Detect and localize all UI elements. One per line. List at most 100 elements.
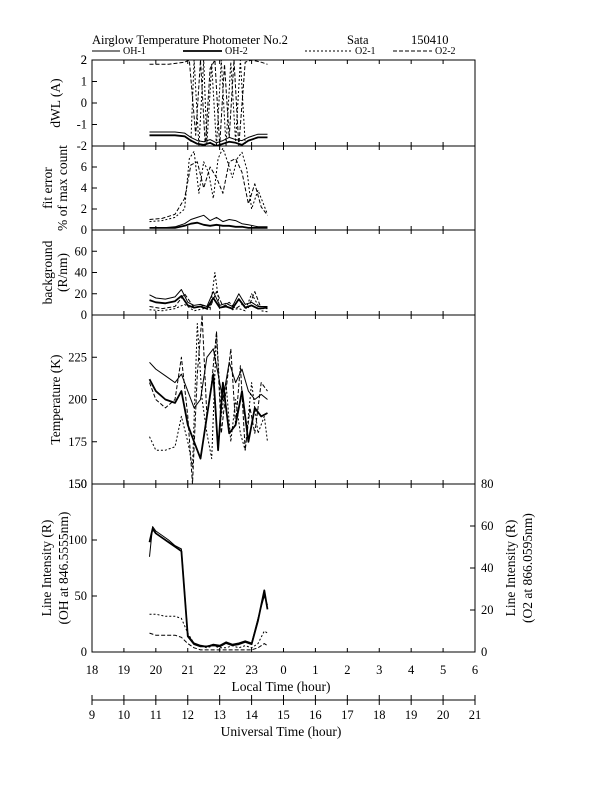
series-line-o21 (190, 60, 246, 146)
ut-tick-label: 10 (118, 708, 131, 722)
legend-label: OH-1 (123, 46, 146, 57)
legend: OH-1 OH-2 O2-1 O2-2 (92, 46, 456, 57)
lt-tick-label: 3 (376, 663, 382, 677)
ut-tick-label: 15 (277, 708, 290, 722)
y-tick-label: 50 (75, 589, 88, 603)
lt-tick-label: 1 (312, 663, 318, 677)
y-tick-label: 1 (81, 75, 87, 89)
ut-tick-label: 19 (405, 708, 418, 722)
y-tick-label: -1 (77, 118, 87, 132)
series-line-oh1 (149, 131, 268, 144)
ut-tick-label: 14 (245, 708, 258, 722)
ut-tick-label: 18 (373, 708, 386, 722)
panel-frame (91, 145, 476, 231)
date-label: 150410 (411, 33, 449, 47)
series-line-o21 (149, 613, 268, 649)
y-tick-label: 2 (81, 53, 87, 67)
y-axis-label: background (40, 240, 55, 304)
y-tick-label: 150 (68, 477, 87, 491)
y-tick-label: 6 (81, 160, 87, 174)
ut-tick-label: 13 (213, 708, 226, 722)
y-right-axis-label-sub: (O2 at 866.0595nm) (520, 513, 535, 623)
y-tick-label: 20 (75, 287, 88, 301)
lt-tick-label: 20 (150, 663, 163, 677)
ut-tick-label: 11 (150, 708, 162, 722)
y-tick-label: -2 (77, 139, 87, 153)
series-line-o22 (149, 632, 268, 651)
lt-tick-label: 22 (213, 663, 226, 677)
chart-title: Airglow Temperature Photometer No.2 (92, 33, 288, 47)
y-tick-label: 60 (75, 244, 88, 258)
y-tick-label: 0 (81, 308, 87, 322)
series-line-o21 (149, 323, 268, 468)
ut-tick-label: 12 (182, 708, 195, 722)
y-tick-label: 100 (68, 533, 87, 547)
series-line-o21 (149, 147, 268, 223)
lt-tick-label: 23 (245, 663, 258, 677)
y-axis-label: dWL (A) (48, 78, 63, 127)
legend-label: O2-1 (355, 46, 376, 57)
lt-tick-label: 4 (408, 663, 415, 677)
panel-frame (91, 59, 476, 147)
ut-tick-label: 16 (309, 708, 322, 722)
universal-time-label: Universal Time (hour) (221, 724, 342, 739)
y-right-tick-label: 20 (481, 603, 494, 617)
ut-tick-label: 17 (341, 708, 354, 722)
panel-frame (91, 229, 476, 316)
series-line-oh2 (149, 134, 268, 146)
lt-tick-label: 2 (344, 663, 350, 677)
lt-tick-label: 21 (182, 663, 195, 677)
legend-item-oh1: OH-1 (92, 46, 146, 57)
panel-background: 0 20 40 60 background (R/nm) (40, 229, 476, 322)
y-tick-label: 150 (68, 477, 87, 491)
legend-label: O2-2 (435, 46, 456, 57)
local-time-axis: 18 19 20 21 22 23 0 1 2 3 4 5 6 (86, 663, 478, 677)
y-tick-label: 4 (81, 181, 88, 195)
y-tick-label: 0 (81, 96, 87, 110)
y-axis-label: Line Intensity (R) (39, 520, 54, 617)
lt-tick-label: 5 (440, 663, 446, 677)
series-line-o22 (149, 60, 268, 146)
series-line-oh2 (149, 221, 268, 229)
lt-tick-label: 18 (86, 663, 99, 677)
series-line-oh2 (148, 373, 268, 460)
universal-time-axis: 9 10 11 12 13 14 15 16 17 18 19 20 21 (89, 695, 481, 722)
y-right-tick-label: 80 (481, 477, 494, 491)
series-line-o22 (149, 291, 268, 310)
series-line-o22 (149, 158, 268, 220)
y-axis-label: Temperature (K) (48, 354, 63, 444)
series-line-oh1 (149, 214, 268, 229)
y-tick-label: 0 (81, 223, 87, 237)
panel-frame (91, 483, 476, 653)
lt-tick-label: 0 (280, 663, 286, 677)
ut-tick-label: 9 (89, 708, 95, 722)
ut-tick-label: 21 (469, 708, 482, 722)
lt-tick-label: 6 (472, 663, 478, 677)
panel-temperature: 150 175 200 225 Temperature (K) (48, 314, 476, 491)
y-right-tick-label: 40 (481, 561, 494, 575)
local-time-label: Local Time (hour) (232, 679, 331, 694)
y-tick-label: 175 (68, 435, 87, 449)
panel-frame (91, 314, 476, 485)
series-line-oh1 (149, 348, 268, 409)
panel-fit-error: 0 2 4 6 fit error% of max count (40, 145, 476, 237)
y-tick-label: 40 (75, 266, 88, 280)
header: Airglow Temperature Photometer No.2 Sata… (92, 33, 449, 47)
series-line-oh2 (148, 527, 269, 648)
y-axis-label-sub: % of max count (55, 145, 70, 231)
ut-tick-label: 20 (437, 708, 450, 722)
y-right-tick-label: 0 (481, 645, 487, 659)
y-axis-label-sub: (R/nm) (55, 253, 70, 292)
legend-item-o22: O2-2 (393, 46, 456, 57)
y-right-axis-label: Line Intensity (R) (503, 520, 518, 617)
y-axis-label-sub: (OH at 846.5555nm) (56, 512, 71, 625)
y-tick-label: 2 (81, 202, 87, 216)
series-line-o22 (149, 315, 268, 484)
y-tick-label: 0 (81, 645, 87, 659)
panels: -2 -1 0 1 2 2 dWL (A) 0 2 4 6 fit error% of max cou… (39, 53, 535, 659)
lt-tick-label: 19 (118, 663, 131, 677)
legend-item-o21: O2-1 (305, 46, 376, 57)
